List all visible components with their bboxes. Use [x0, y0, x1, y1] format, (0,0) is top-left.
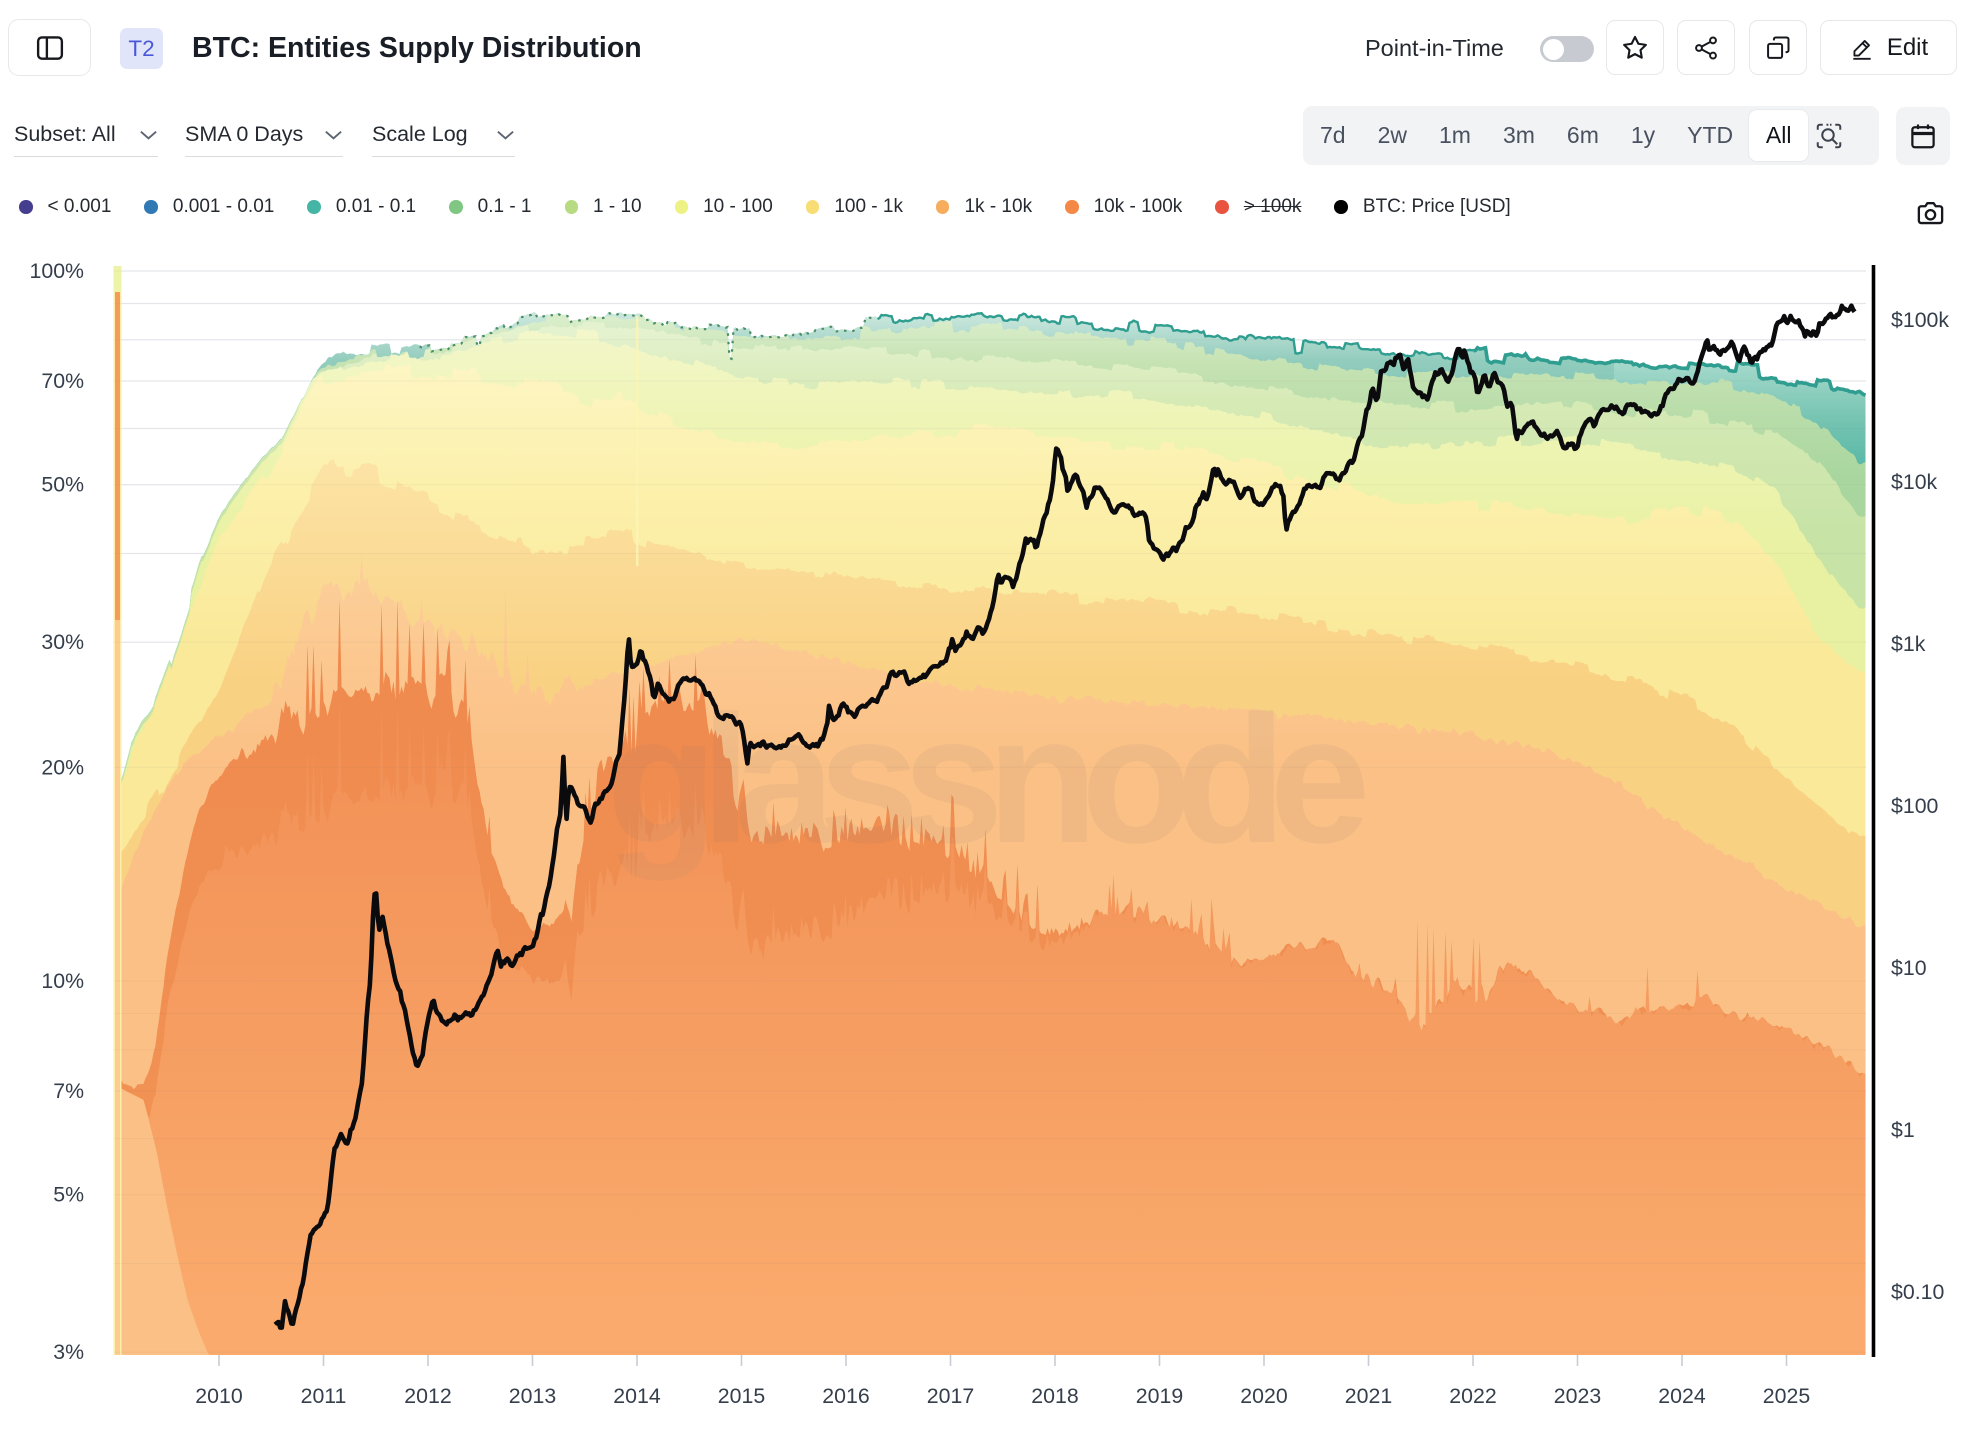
- svg-text:2019: 2019: [1136, 1384, 1183, 1408]
- svg-text:2021: 2021: [1345, 1384, 1392, 1408]
- svg-text:$100k: $100k: [1891, 308, 1949, 332]
- svg-text:$10k: $10k: [1891, 470, 1938, 494]
- svg-text:2023: 2023: [1554, 1384, 1601, 1408]
- svg-text:$100: $100: [1891, 794, 1939, 818]
- svg-text:2016: 2016: [822, 1384, 869, 1408]
- svg-text:7%: 7%: [53, 1079, 84, 1103]
- svg-text:$1: $1: [1891, 1118, 1915, 1142]
- svg-text:2012: 2012: [404, 1384, 451, 1408]
- svg-text:2020: 2020: [1240, 1384, 1288, 1408]
- svg-text:30%: 30%: [41, 630, 84, 654]
- svg-text:2010: 2010: [195, 1384, 243, 1408]
- svg-text:5%: 5%: [53, 1183, 84, 1207]
- svg-text:$1k: $1k: [1891, 632, 1926, 656]
- svg-text:$0.10: $0.10: [1891, 1280, 1944, 1304]
- svg-text:70%: 70%: [41, 369, 84, 393]
- svg-text:2011: 2011: [301, 1384, 347, 1408]
- svg-text:2013: 2013: [509, 1384, 556, 1408]
- svg-text:100%: 100%: [30, 259, 85, 283]
- svg-text:10%: 10%: [41, 969, 84, 993]
- svg-text:2024: 2024: [1658, 1384, 1706, 1408]
- svg-text:glassnode: glassnode: [606, 677, 1364, 881]
- svg-text:2022: 2022: [1449, 1384, 1496, 1408]
- svg-text:2015: 2015: [718, 1384, 765, 1408]
- svg-text:3%: 3%: [53, 1340, 84, 1364]
- svg-text:2025: 2025: [1763, 1384, 1810, 1408]
- svg-text:20%: 20%: [41, 755, 84, 779]
- svg-text:50%: 50%: [41, 473, 84, 497]
- svg-text:$10: $10: [1891, 956, 1927, 980]
- svg-text:2014: 2014: [613, 1384, 661, 1408]
- svg-text:2018: 2018: [1031, 1384, 1078, 1408]
- svg-text:2017: 2017: [927, 1384, 974, 1408]
